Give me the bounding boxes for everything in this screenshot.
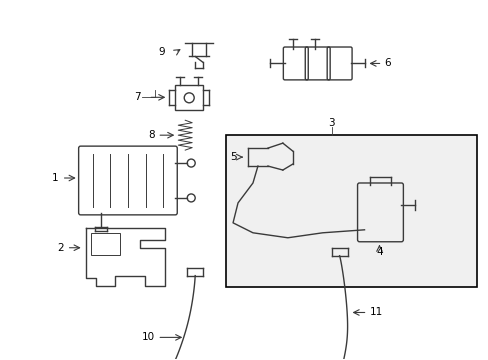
Bar	[90, 233, 120, 255]
Text: 5: 5	[230, 152, 237, 162]
Text: 4: 4	[375, 247, 382, 257]
Text: 11: 11	[369, 307, 382, 318]
Text: 10: 10	[142, 332, 155, 342]
Text: 3: 3	[327, 118, 334, 128]
Text: 2: 2	[57, 243, 63, 253]
Text: 1: 1	[52, 173, 59, 183]
Bar	[225, 135, 476, 287]
Text: 7: 7	[134, 92, 140, 102]
Text: 6: 6	[384, 58, 390, 68]
Text: 8: 8	[148, 130, 155, 140]
Text: 9: 9	[159, 48, 165, 58]
Bar	[175, 85, 203, 110]
